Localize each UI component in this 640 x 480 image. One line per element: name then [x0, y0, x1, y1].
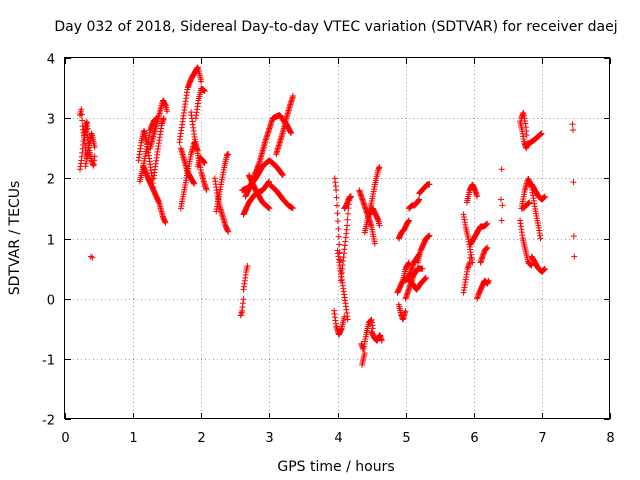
data-point — [163, 108, 170, 115]
data-point — [537, 235, 544, 242]
x-tick-label: 0 — [61, 431, 69, 446]
data-point — [378, 337, 385, 344]
data-point — [266, 205, 273, 212]
data-point — [225, 151, 232, 158]
data-point — [289, 205, 296, 212]
data-point — [526, 199, 533, 206]
x-tick-label: 3 — [265, 431, 273, 446]
data-point — [162, 219, 169, 226]
y-tick-label: 3 — [47, 113, 55, 128]
data-point — [344, 210, 351, 217]
data-point — [376, 222, 383, 229]
data-point — [333, 202, 340, 209]
data-point — [361, 350, 368, 357]
data-point — [333, 194, 340, 201]
data-point — [422, 274, 429, 281]
chart-title: Day 032 of 2018, Sidereal Day-to-day VTE… — [54, 19, 617, 35]
data-point — [426, 232, 433, 239]
x-tick-label: 4 — [334, 431, 342, 446]
data-point — [347, 193, 354, 200]
y-tick-label: 2 — [47, 173, 55, 188]
data-point — [78, 111, 85, 118]
data-point — [426, 181, 433, 188]
data-point — [191, 180, 198, 187]
x-tick-label: 1 — [129, 431, 137, 446]
data-point — [570, 179, 577, 186]
y-tick-label: -1 — [42, 354, 55, 369]
data-point — [203, 186, 210, 193]
data-point — [571, 253, 578, 260]
data-point — [369, 325, 376, 332]
data-point — [484, 220, 491, 227]
data-point — [341, 313, 348, 320]
y-axis-label: SDTVAR / TECUs — [7, 181, 23, 296]
data-point — [371, 240, 378, 247]
data-point — [538, 130, 545, 137]
data-point — [334, 210, 341, 217]
data-point — [198, 78, 205, 85]
x-tick-label: 8 — [606, 431, 614, 446]
x-tick-label: 6 — [470, 431, 478, 446]
data-point — [225, 228, 232, 235]
data-point — [498, 217, 505, 224]
data-point — [279, 172, 286, 179]
data-point — [79, 117, 86, 124]
x-tick-label: 5 — [402, 431, 410, 446]
data-point — [402, 308, 409, 315]
data-point — [335, 225, 342, 232]
data-point — [569, 127, 576, 134]
data-point — [87, 253, 94, 260]
data-point — [336, 241, 343, 248]
data-point — [474, 193, 481, 200]
data-point — [499, 202, 506, 209]
data-point — [405, 217, 412, 224]
data-point — [344, 222, 351, 229]
data-point — [498, 196, 504, 203]
data-point — [335, 233, 342, 240]
data-point — [469, 259, 476, 266]
data-point — [91, 153, 98, 160]
y-tick-label: 1 — [47, 234, 55, 249]
data-point — [376, 164, 383, 171]
data-point — [523, 132, 530, 139]
x-tick-label: 2 — [197, 431, 205, 446]
data-point — [334, 218, 341, 225]
data-point — [201, 160, 208, 167]
data-point — [160, 115, 167, 122]
data-point — [569, 121, 576, 128]
y-tick-label: -2 — [42, 414, 55, 429]
data-point — [244, 263, 251, 270]
data-points — [76, 64, 578, 368]
data-point — [201, 88, 208, 95]
data-point — [416, 196, 423, 203]
data-point — [419, 265, 426, 272]
y-tick-label: 4 — [47, 53, 55, 68]
x-tick-label: 7 — [538, 431, 546, 446]
data-point — [89, 254, 96, 261]
data-point — [78, 106, 85, 113]
data-point — [570, 233, 577, 240]
data-point — [288, 130, 295, 137]
plot-frame — [64, 57, 610, 419]
data-point — [240, 296, 247, 303]
data-point — [333, 187, 340, 194]
data-point — [344, 316, 351, 323]
data-point — [91, 144, 98, 151]
x-axis-label: GPS time / hours — [277, 459, 394, 475]
y-tick-label: 0 — [47, 294, 55, 309]
data-point — [485, 277, 492, 284]
data-point — [541, 265, 548, 272]
data-point — [290, 92, 297, 99]
data-point — [541, 193, 548, 200]
data-point — [484, 244, 491, 251]
data-point — [344, 216, 351, 223]
data-point — [498, 166, 505, 173]
